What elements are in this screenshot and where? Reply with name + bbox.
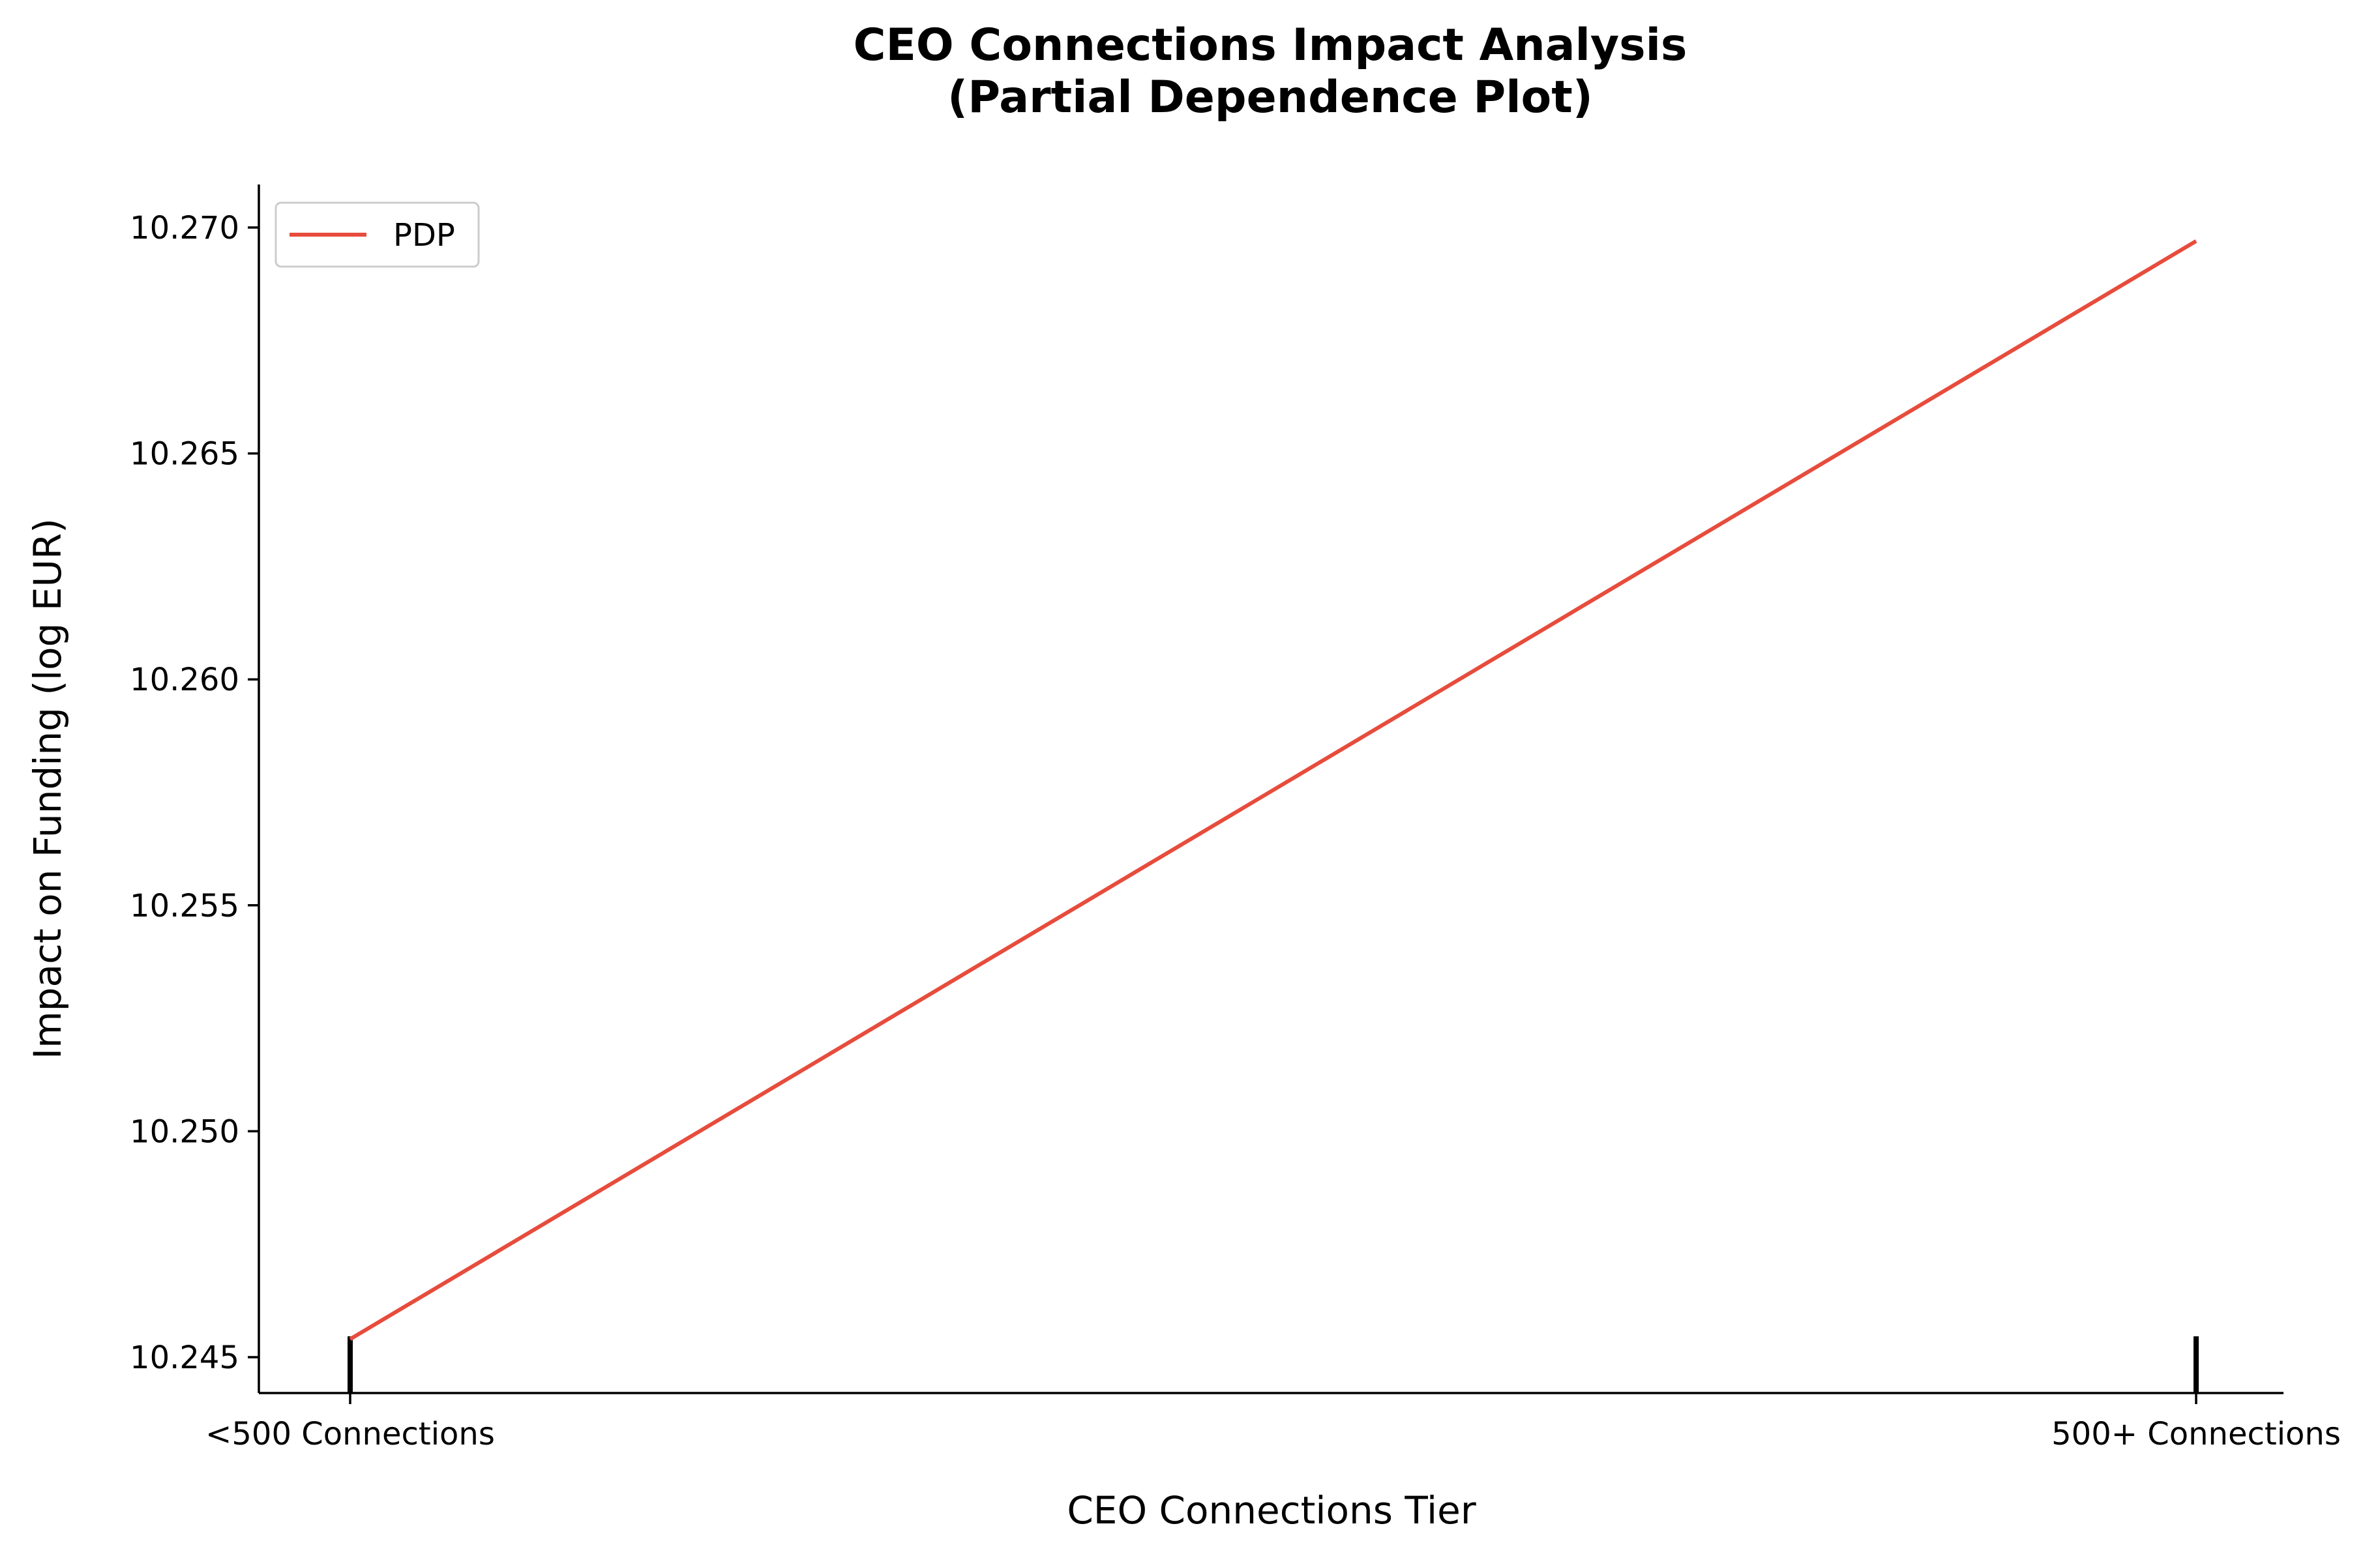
y-tick-label: 10.255 — [130, 888, 239, 924]
y-tick-label: 10.265 — [130, 436, 239, 473]
series-line-pdp — [349, 239, 2197, 1341]
rug-markers — [348, 1336, 2199, 1393]
legend-label-pdp: PDP — [393, 217, 455, 254]
y-tick-label: 10.260 — [130, 662, 239, 698]
y-axis-label: Impact on Funding (log EUR) — [25, 518, 70, 1059]
x-axis-label: CEO Connections Tier — [1067, 1488, 1476, 1533]
series-lines — [349, 239, 2197, 1341]
x-ticks: <500 Connections 500+ Connections — [205, 1393, 2341, 1452]
legend-box — [275, 201, 480, 268]
chart-title: CEO Connections Impact Analysis — [854, 20, 1688, 71]
y-tick-label: 10.250 — [130, 1113, 239, 1150]
chart-subtitle: (Partial Dependence Plot) — [947, 72, 1593, 123]
x-tick-label: 500+ Connections — [2051, 1416, 2341, 1452]
y-ticks: 10.245 10.250 10.255 10.260 10.265 10.270 — [130, 210, 259, 1376]
legend: PDP — [275, 201, 480, 268]
y-tick-label: 10.270 — [130, 210, 239, 246]
x-tick-label: <500 Connections — [205, 1416, 495, 1452]
y-tick-label: 10.245 — [130, 1340, 239, 1376]
